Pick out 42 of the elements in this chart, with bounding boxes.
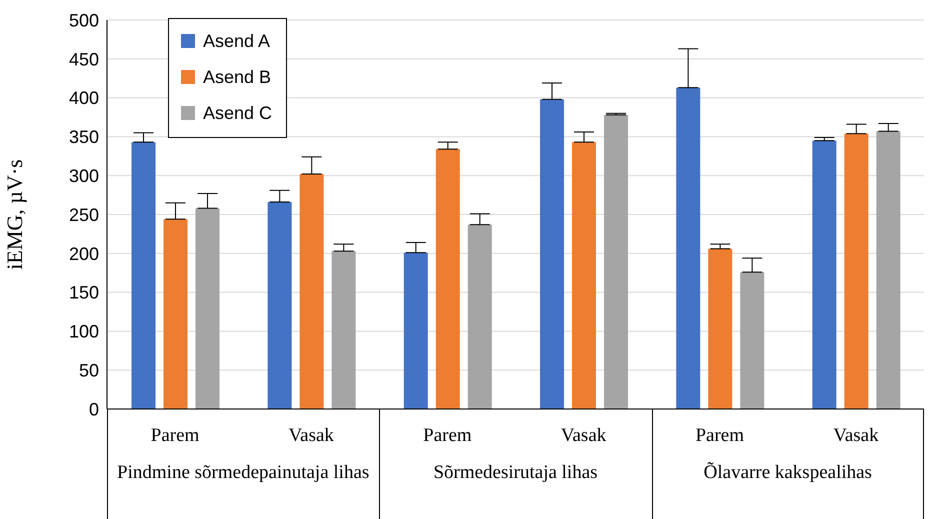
bar <box>132 142 156 409</box>
bar <box>300 174 324 409</box>
bar <box>812 140 836 409</box>
y-tick-label: 150 <box>68 282 99 303</box>
x-tick-label: Vasak <box>560 425 607 446</box>
legend-label: Asend A <box>203 30 270 53</box>
bar <box>572 142 596 409</box>
x-tick-label: Parem <box>150 425 200 446</box>
text: Pindmine sõrmedepainutaja lihas <box>116 461 370 485</box>
legend-label: Asend B <box>203 66 272 89</box>
y-tick-label: 350 <box>68 127 99 148</box>
x-tick-label: Vasak <box>833 425 880 446</box>
y-axis-title: iEMG, µV·s <box>2 159 27 270</box>
bar <box>876 131 900 409</box>
bar <box>404 252 428 409</box>
bar <box>332 251 356 409</box>
y-tick-label: 250 <box>68 204 99 225</box>
y-tick-label: 500 <box>68 10 99 30</box>
x-tick-label: Vasak <box>288 425 334 446</box>
text: Õlavarre kakspealihas <box>702 461 873 485</box>
bar <box>844 134 868 409</box>
y-tick-label: 100 <box>68 322 99 342</box>
bar <box>676 88 700 409</box>
y-tick-label: 300 <box>68 166 99 186</box>
bar <box>740 272 764 409</box>
y-tick-label: 50 <box>78 360 99 380</box>
bar <box>196 208 220 409</box>
bar <box>708 248 732 409</box>
bar <box>436 149 460 409</box>
text: Sõrmedesirutaja lihas <box>432 461 599 485</box>
bar <box>540 99 564 409</box>
bar <box>164 219 188 409</box>
y-tick-label: 400 <box>68 88 99 108</box>
y-tick-label: 0 <box>88 399 99 420</box>
bar <box>268 202 292 409</box>
x-tick-label: Parem <box>423 425 472 446</box>
x-tick-label: Parem <box>695 425 744 446</box>
legend-label: Asend C <box>203 102 272 125</box>
bar <box>468 224 492 409</box>
y-tick-label: 450 <box>68 49 99 70</box>
y-tick-label: 200 <box>68 244 99 264</box>
bar <box>604 114 628 409</box>
